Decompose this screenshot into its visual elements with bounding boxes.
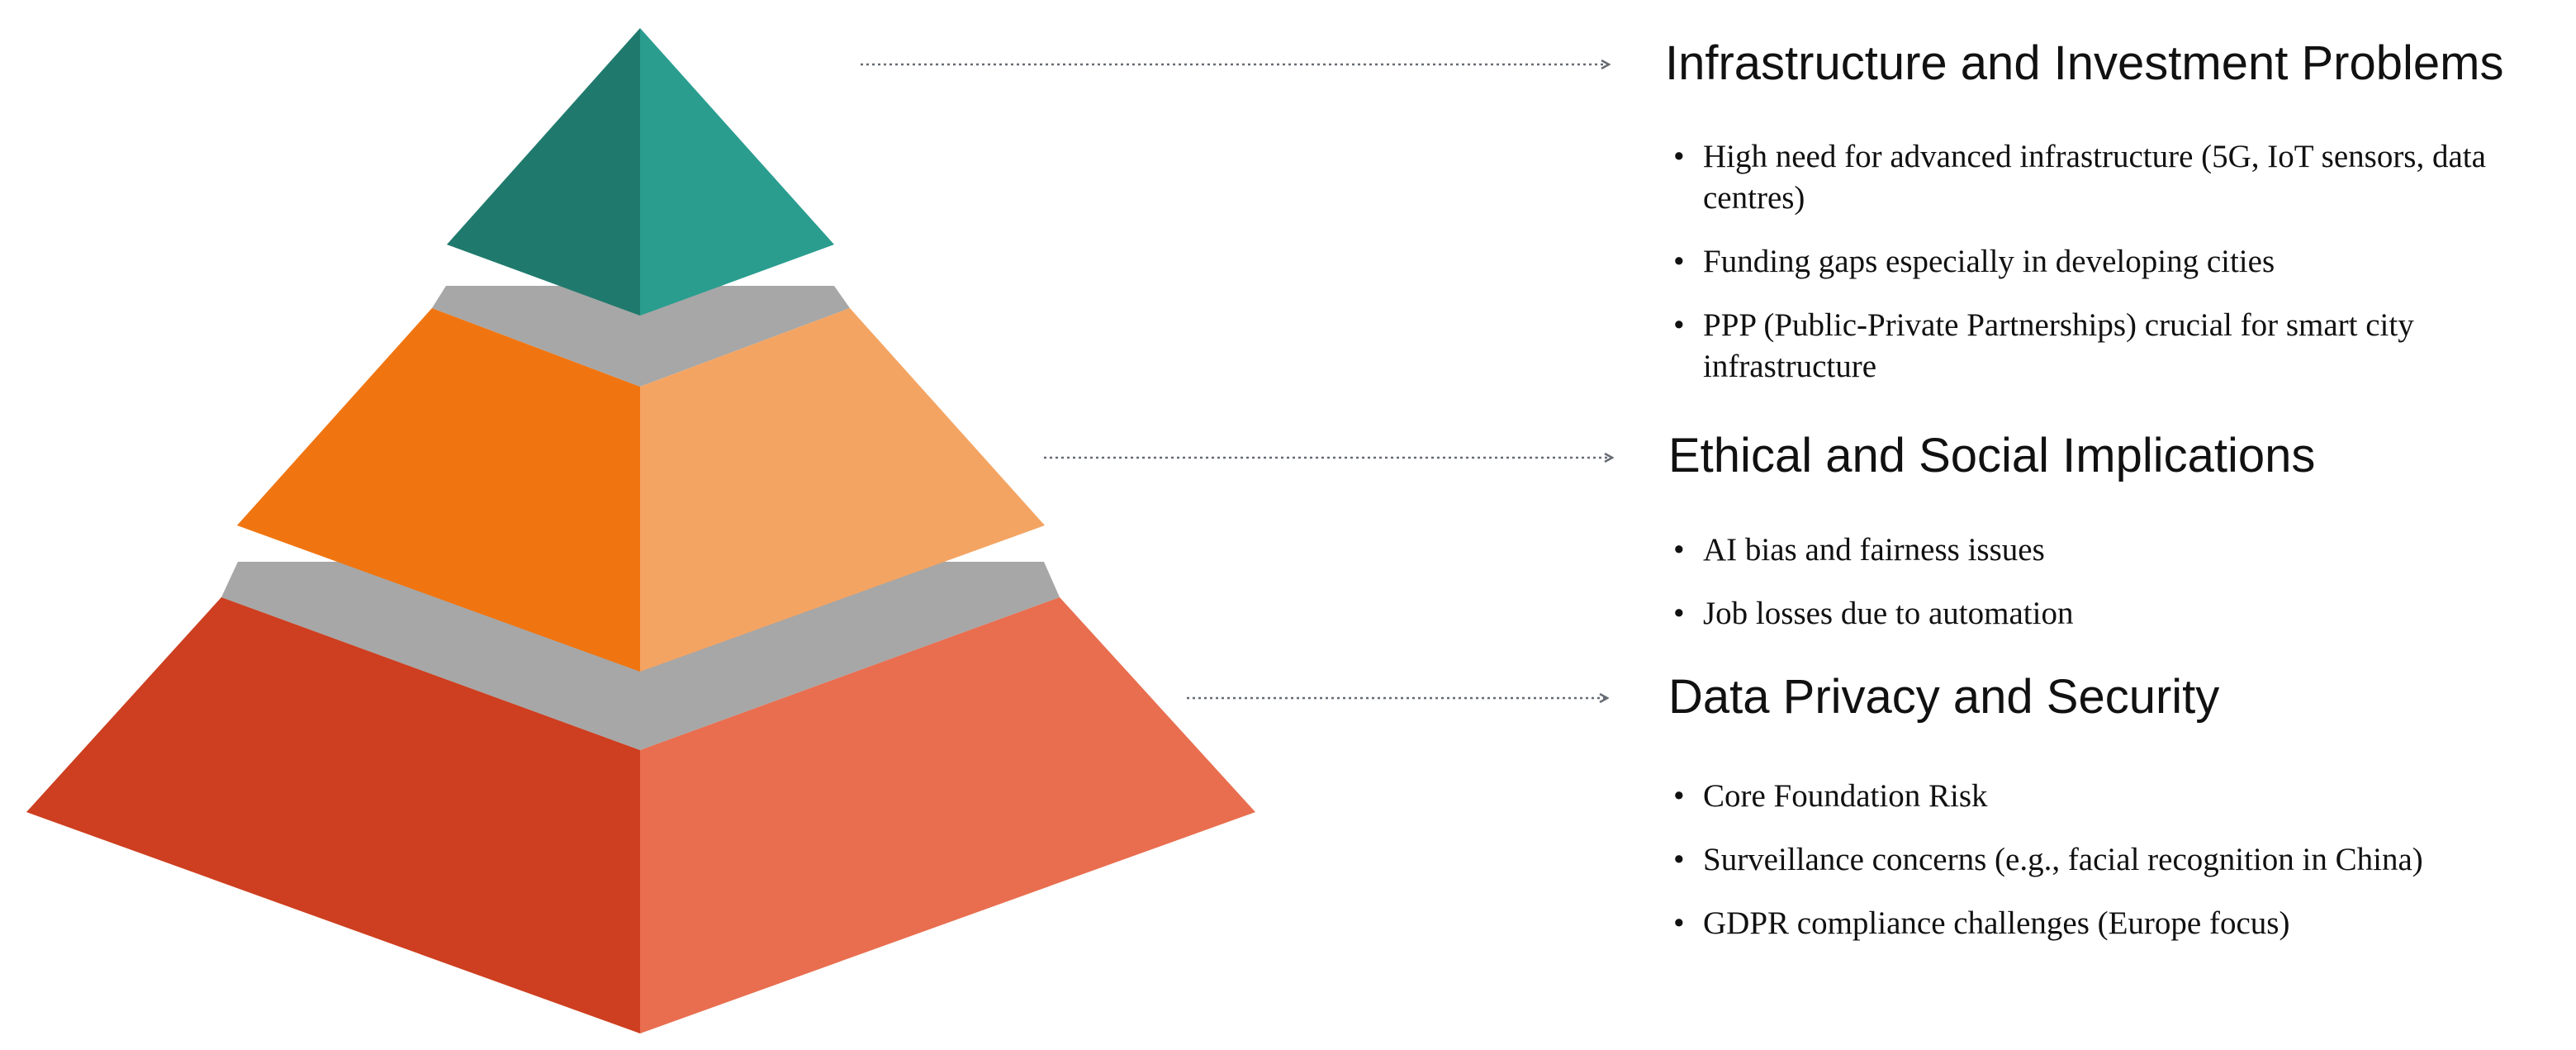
bullet-item: High need for advanced infrastructure (5… [1668, 136, 2560, 219]
bullet-item: Funding gaps especially in developing ci… [1668, 241, 2560, 283]
pyramid-apex-left-face [447, 28, 640, 316]
bullet-item: GDPR compliance challenges (Europe focus… [1668, 903, 2560, 944]
pyramid-base-right-face [640, 597, 1255, 1033]
bullet-list: AI bias and fairness issues Job losses d… [1668, 530, 2560, 634]
bullet-list: High need for advanced infrastructure (5… [1668, 136, 2560, 387]
divider-band-upper [432, 286, 850, 387]
section-heading: Infrastructure and Investment Problems [1665, 36, 2504, 90]
pyramid-middle-right-face [640, 308, 1045, 672]
bullet-item: AI bias and fairness issues [1668, 530, 2560, 571]
bullet-item: Surveillance concerns (e.g., facial reco… [1668, 839, 2560, 881]
bullet-item: Core Foundation Risk [1668, 776, 2560, 817]
section-heading: Data Privacy and Security [1668, 670, 2220, 724]
section-heading: Ethical and Social Implications [1668, 429, 2316, 482]
pyramid-base-left-face [26, 597, 640, 1033]
bullet-list: Core Foundation Risk Surveillance concer… [1668, 776, 2560, 944]
bullet-item: PPP (Public-Private Partnerships) crucia… [1668, 305, 2560, 387]
pyramid-middle-left-face [237, 308, 640, 672]
bullet-item: Job losses due to automation [1668, 593, 2560, 634]
pyramid-apex-right-face [640, 28, 834, 316]
